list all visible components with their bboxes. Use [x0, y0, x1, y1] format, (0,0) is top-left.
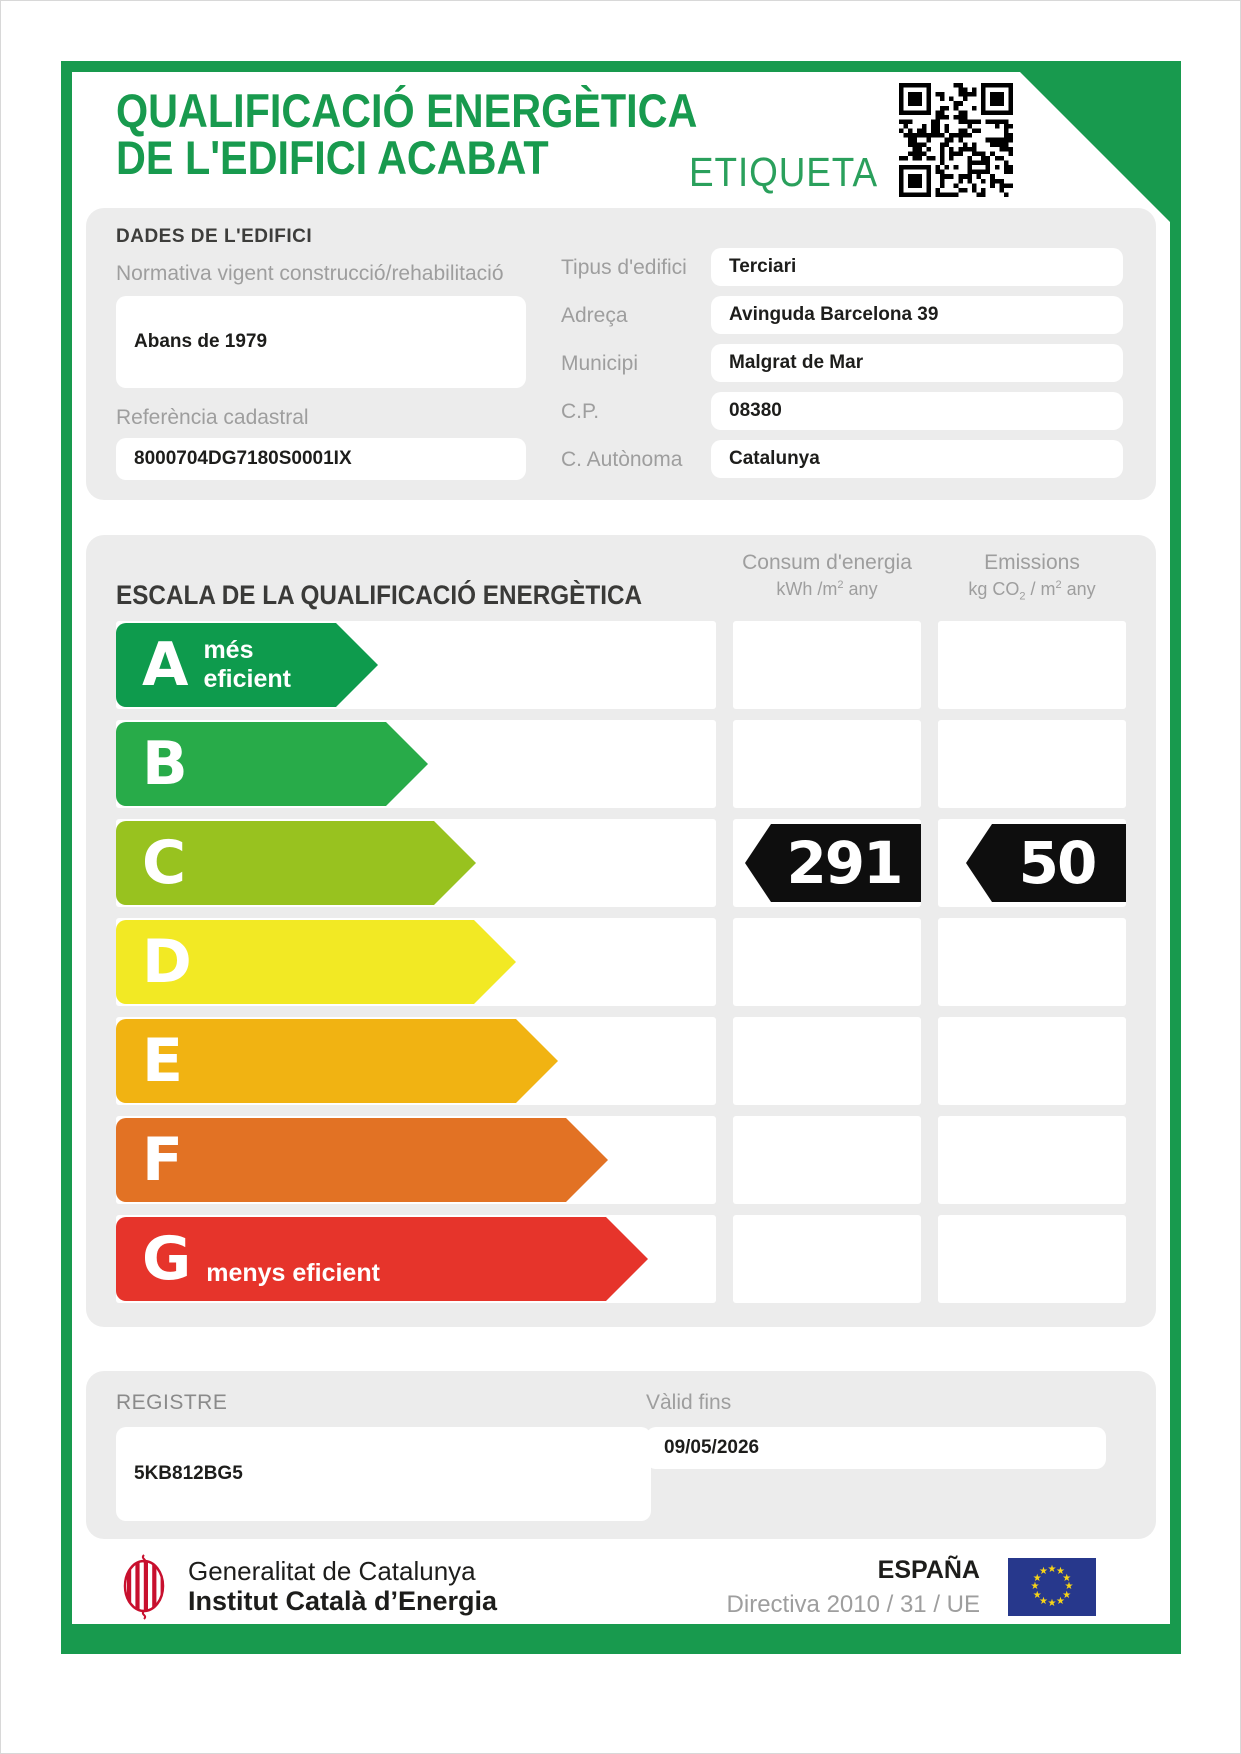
cp-label: C.P.	[561, 400, 600, 423]
valid-until-value: 09/05/2026	[664, 1437, 760, 1458]
rating-arrow-c: C	[116, 821, 476, 905]
emissions-cell-g	[938, 1215, 1126, 1303]
registry-section: REGISTRE 5KB812BG5 Vàlid fins 09/05/2026	[86, 1371, 1156, 1539]
building-section-title: DADES DE L'EDIFICI	[116, 226, 313, 247]
rating-row-e: E	[116, 1017, 1126, 1105]
emissions-cell-b	[938, 720, 1126, 808]
municipi-value: Malgrat de Mar	[729, 352, 864, 373]
eu-star-icon: ★	[1047, 1598, 1057, 1609]
tipus-label: Tipus d'edifici	[561, 256, 687, 279]
green-frame	[61, 61, 1181, 1654]
autonoma-label: C. Autònoma	[561, 448, 683, 471]
emissions-result-badge: 50	[966, 824, 1126, 902]
adreca-value: Avinguda Barcelona 39	[729, 304, 939, 325]
consum-cell-f	[733, 1116, 921, 1204]
footer: Generalitat de Catalunya Institut Català…	[86, 1551, 1156, 1623]
country-label: ESPAÑA	[877, 1555, 980, 1584]
rating-row-f: F	[116, 1116, 1126, 1204]
eu-star-icon: ★	[1062, 1589, 1072, 1601]
etiqueta-label: ETIQUETA	[689, 149, 878, 195]
registry-field: 5KB812BG5	[116, 1427, 651, 1521]
consum-cell-a	[733, 621, 921, 709]
consum-result-badge: 291	[745, 824, 921, 902]
consum-cell-b	[733, 720, 921, 808]
rating-arrow-b: B	[116, 722, 428, 806]
scale-section-title: ESCALA DE LA QUALIFICACIÓ ENERGÈTICA	[116, 580, 643, 610]
tipus-field: Terciari	[711, 248, 1123, 286]
org-name-line1: Generalitat de Catalunya	[188, 1555, 476, 1586]
corner-fold-decoration	[1009, 61, 1179, 231]
eu-flag-icon: ★ ★ ★ ★ ★ ★ ★ ★ ★ ★ ★ ★	[1008, 1558, 1096, 1616]
consum-cell-g	[733, 1215, 921, 1303]
eu-star-icon: ★	[1030, 1581, 1040, 1592]
eu-star-icon: ★	[1039, 1566, 1048, 1578]
municipi-field: Malgrat de Mar	[711, 344, 1123, 382]
cp-field: 08380	[711, 392, 1123, 430]
rating-arrow-e: E	[116, 1019, 558, 1103]
rating-arrow-d: D	[116, 920, 516, 1004]
building-data-section: DADES DE L'EDIFICI Normativa vigent cons…	[86, 208, 1156, 500]
emissions-cell-a	[938, 621, 1126, 709]
rating-row-c: C 291 50	[116, 819, 1126, 907]
tipus-value: Terciari	[729, 256, 797, 277]
registry-section-title: REGISTRE	[116, 1391, 228, 1414]
emissions-column-header: Emissions kg CO2 / m2 any	[968, 551, 1096, 603]
emissions-cell-d	[938, 918, 1126, 1006]
normativa-label: Normativa vigent construcció/rehabilitac…	[116, 262, 504, 285]
eu-star-icon: ★	[1032, 1589, 1042, 1601]
emissions-cell-e	[938, 1017, 1126, 1105]
cp-value: 08380	[729, 400, 782, 421]
eu-star-icon: ★	[1064, 1581, 1074, 1592]
eu-star-icon: ★	[1056, 1595, 1065, 1607]
rating-arrow-f: F	[116, 1118, 608, 1202]
municipi-label: Municipi	[561, 352, 639, 375]
generalitat-catalunya-logo-icon	[123, 1554, 165, 1620]
normativa-field: Abans de 1979	[116, 296, 526, 388]
energy-scale-section: ESCALA DE LA QUALIFICACIÓ ENERGÈTICA Con…	[86, 535, 1156, 1327]
autonoma-value: Catalunya	[729, 448, 820, 469]
ref-cadastral-value: 8000704DG7180S0001IX	[134, 448, 352, 469]
emissions-cell-f	[938, 1116, 1126, 1204]
eu-star-icon: ★	[1039, 1595, 1048, 1607]
registry-value: 5KB812BG5	[134, 1463, 243, 1484]
ref-cadastral-label: Referència cadastral	[116, 406, 309, 429]
valid-until-field: 09/05/2026	[646, 1427, 1106, 1469]
directive-label: Directiva 2010 / 31 / UE	[726, 1590, 980, 1618]
ref-cadastral-field: 8000704DG7180S0001IX	[116, 438, 526, 480]
normativa-value: Abans de 1979	[134, 331, 268, 352]
autonoma-field: Catalunya	[711, 440, 1123, 478]
emissions-cell-c: 50	[938, 819, 1126, 907]
eu-star-icon: ★	[1062, 1572, 1072, 1584]
valid-until-label: Vàlid fins	[646, 1391, 732, 1414]
adreca-label: Adreça	[561, 304, 628, 327]
title-line-2: DE L'EDIFICI ACABAT	[116, 131, 549, 184]
consum-cell-e	[733, 1017, 921, 1105]
rating-row-d: D	[116, 918, 1126, 1006]
org-name-line2: Institut Català d’Energia	[188, 1586, 498, 1617]
rating-row-b: B	[116, 720, 1126, 808]
eu-star-icon: ★	[1047, 1564, 1057, 1575]
consum-cell-c: 291	[733, 819, 921, 907]
consum-cell-d	[733, 918, 921, 1006]
page-title: QUALIFICACIÓ ENERGÈTICA DE L'EDIFICI ACA…	[116, 87, 697, 181]
qr-code-icon	[899, 83, 1013, 197]
eu-star-icon: ★	[1032, 1572, 1042, 1584]
title-line-1: QUALIFICACIÓ ENERGÈTICA	[116, 84, 698, 137]
adreca-field: Avinguda Barcelona 39	[711, 296, 1123, 334]
consum-column-header: Consum d'energia kWh /m2 any	[742, 551, 912, 600]
eu-star-icon: ★	[1056, 1566, 1065, 1578]
